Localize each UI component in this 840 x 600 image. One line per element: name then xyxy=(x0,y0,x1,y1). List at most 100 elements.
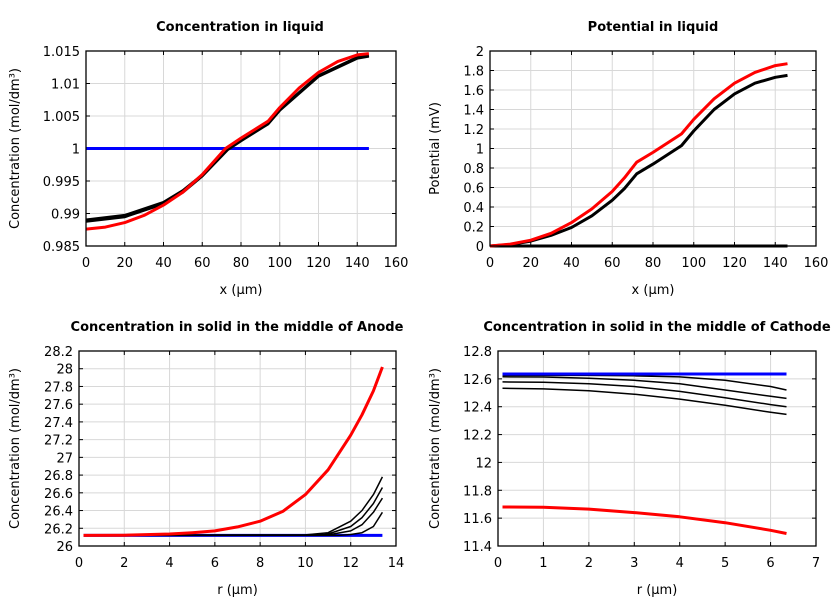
series-line-4 xyxy=(489,62,788,248)
x-axis-label: r (µm) xyxy=(637,583,678,598)
y-tick-label: 26.6 xyxy=(44,487,73,502)
x-tick-label: 6 xyxy=(211,556,219,571)
x-tick-label: 60 xyxy=(604,256,621,271)
x-tick-label: 20 xyxy=(116,256,133,271)
y-tick-label: 12.8 xyxy=(463,345,492,360)
x-tick-label: 12 xyxy=(342,556,359,571)
x-tick-label: 0 xyxy=(82,256,90,271)
series-line-5 xyxy=(83,511,384,537)
x-tick-label: 5 xyxy=(721,556,729,571)
series-line-4 xyxy=(83,497,384,537)
x-tick-label: 100 xyxy=(681,256,706,271)
x-axis-label: x (µm) xyxy=(220,283,263,298)
y-tick-label: 0.985 xyxy=(43,240,80,255)
y-tick-label: 27.2 xyxy=(44,434,73,449)
y-tick-label: 0.4 xyxy=(463,201,484,216)
x-tick-label: 4 xyxy=(676,556,684,571)
chart-title: Concentration in solid in the middle of … xyxy=(483,320,831,335)
x-tick-label: 1 xyxy=(539,556,547,571)
chart-title: Concentration in solid in the middle of … xyxy=(71,320,404,335)
series-line-6 xyxy=(502,505,787,535)
series-line-3 xyxy=(85,54,370,223)
plot-frame xyxy=(78,350,397,547)
y-tick-label: 1.015 xyxy=(43,45,80,60)
y-tick-label: 28.2 xyxy=(44,345,73,360)
chart-title: Concentration in liquid xyxy=(156,20,324,35)
y-tick-label: 12.2 xyxy=(463,429,492,444)
y-tick-label: 11.6 xyxy=(463,512,492,527)
y-tick-label: 12.6 xyxy=(463,373,492,388)
x-tick-label: 7 xyxy=(812,556,820,571)
y-tick-label: 27.8 xyxy=(44,380,73,395)
x-tick-label: 2 xyxy=(585,556,593,571)
x-tick-label: 100 xyxy=(267,256,292,271)
x-tick-label: 4 xyxy=(165,556,173,571)
y-axis-label: Potential (mV) xyxy=(428,102,443,195)
plot-frame xyxy=(497,350,817,547)
x-tick-label: 80 xyxy=(233,256,250,271)
x-tick-label: 120 xyxy=(722,256,747,271)
plot-frame xyxy=(489,50,817,247)
y-tick-label: 1.005 xyxy=(43,110,80,125)
y-tick-label: 27.4 xyxy=(44,416,73,431)
x-tick-label: 2 xyxy=(120,556,128,571)
y-tick-label: 26.2 xyxy=(44,522,73,537)
x-tick-label: 10 xyxy=(297,556,314,571)
x-tick-label: 140 xyxy=(345,256,370,271)
y-axis-label: Concentration (mol/dm³) xyxy=(8,368,23,529)
y-tick-label: 1 xyxy=(72,143,80,158)
y-tick-label: 1.2 xyxy=(463,123,484,138)
x-tick-label: 14 xyxy=(388,556,405,571)
plot-frame xyxy=(85,50,397,247)
y-tick-label: 26.4 xyxy=(44,505,73,520)
x-tick-label: 0 xyxy=(75,556,83,571)
x-tick-label: 120 xyxy=(306,256,331,271)
series-line-2 xyxy=(502,376,787,400)
y-tick-label: 0.99 xyxy=(51,208,80,223)
y-tick-label: 26.8 xyxy=(44,469,73,484)
y-tick-label: 1.01 xyxy=(51,78,80,93)
x-axis-label: x (µm) xyxy=(632,283,675,298)
y-tick-label: 12.4 xyxy=(463,401,492,416)
y-tick-label: 12 xyxy=(475,456,492,471)
x-tick-label: 40 xyxy=(563,256,580,271)
series-line-6 xyxy=(83,366,384,537)
y-tick-label: 27.6 xyxy=(44,398,73,413)
y-axis-label: Concentration (mol/dm³) xyxy=(428,368,443,529)
x-tick-label: 40 xyxy=(155,256,172,271)
x-axis-label: r (µm) xyxy=(217,583,258,598)
y-tick-label: 2 xyxy=(476,45,484,60)
x-tick-label: 60 xyxy=(194,256,211,271)
x-tick-label: 80 xyxy=(645,256,662,271)
y-tick-label: 0 xyxy=(476,240,484,255)
y-tick-label: 11.4 xyxy=(463,540,492,555)
x-tick-label: 8 xyxy=(256,556,264,571)
series-line-4 xyxy=(85,52,370,231)
y-tick-label: 0.995 xyxy=(43,175,80,190)
series-line-4 xyxy=(502,387,787,416)
y-tick-label: 27 xyxy=(56,451,73,466)
subplot-2: 0 20 40 60 80 100 120 140 160 0 0.2 0.4 0.6 0.8 1 1.2 1.… xyxy=(428,20,828,298)
subplot-4: 0 1 2 3 4 5 6 711.411.611.81212.212.412.612.8Co… xyxy=(428,320,831,598)
series-line-3 xyxy=(502,381,787,408)
y-tick-label: 11.8 xyxy=(463,484,492,499)
y-axis-label: Concentration (mol/dm³) xyxy=(8,68,23,229)
y-tick-label: 1 xyxy=(476,143,484,158)
subplot-1: 0 20 40 60 80 100 120 140 160 0.985 0.99 0.995 1 1.00… xyxy=(8,20,408,298)
y-tick-label: 1.6 xyxy=(463,84,484,99)
x-tick-label: 3 xyxy=(630,556,638,571)
y-tick-label: 0.8 xyxy=(463,162,484,177)
y-tick-label: 26 xyxy=(56,540,73,555)
x-tick-label: 6 xyxy=(766,556,774,571)
x-tick-label: 20 xyxy=(522,256,539,271)
y-tick-label: 1.8 xyxy=(463,65,484,80)
series-line-3 xyxy=(489,73,788,248)
subplot-3: 0 2 4 6 8 10 12 14 26 26.2 26.4 26.6 26.8 27 27.2 27.4 2… xyxy=(8,320,404,598)
x-tick-label: 160 xyxy=(384,256,409,271)
series-line-2 xyxy=(85,54,370,222)
x-tick-label: 140 xyxy=(763,256,788,271)
y-tick-label: 0.2 xyxy=(463,221,484,236)
x-tick-label: 160 xyxy=(804,256,829,271)
y-tick-label: 1.4 xyxy=(463,104,484,119)
